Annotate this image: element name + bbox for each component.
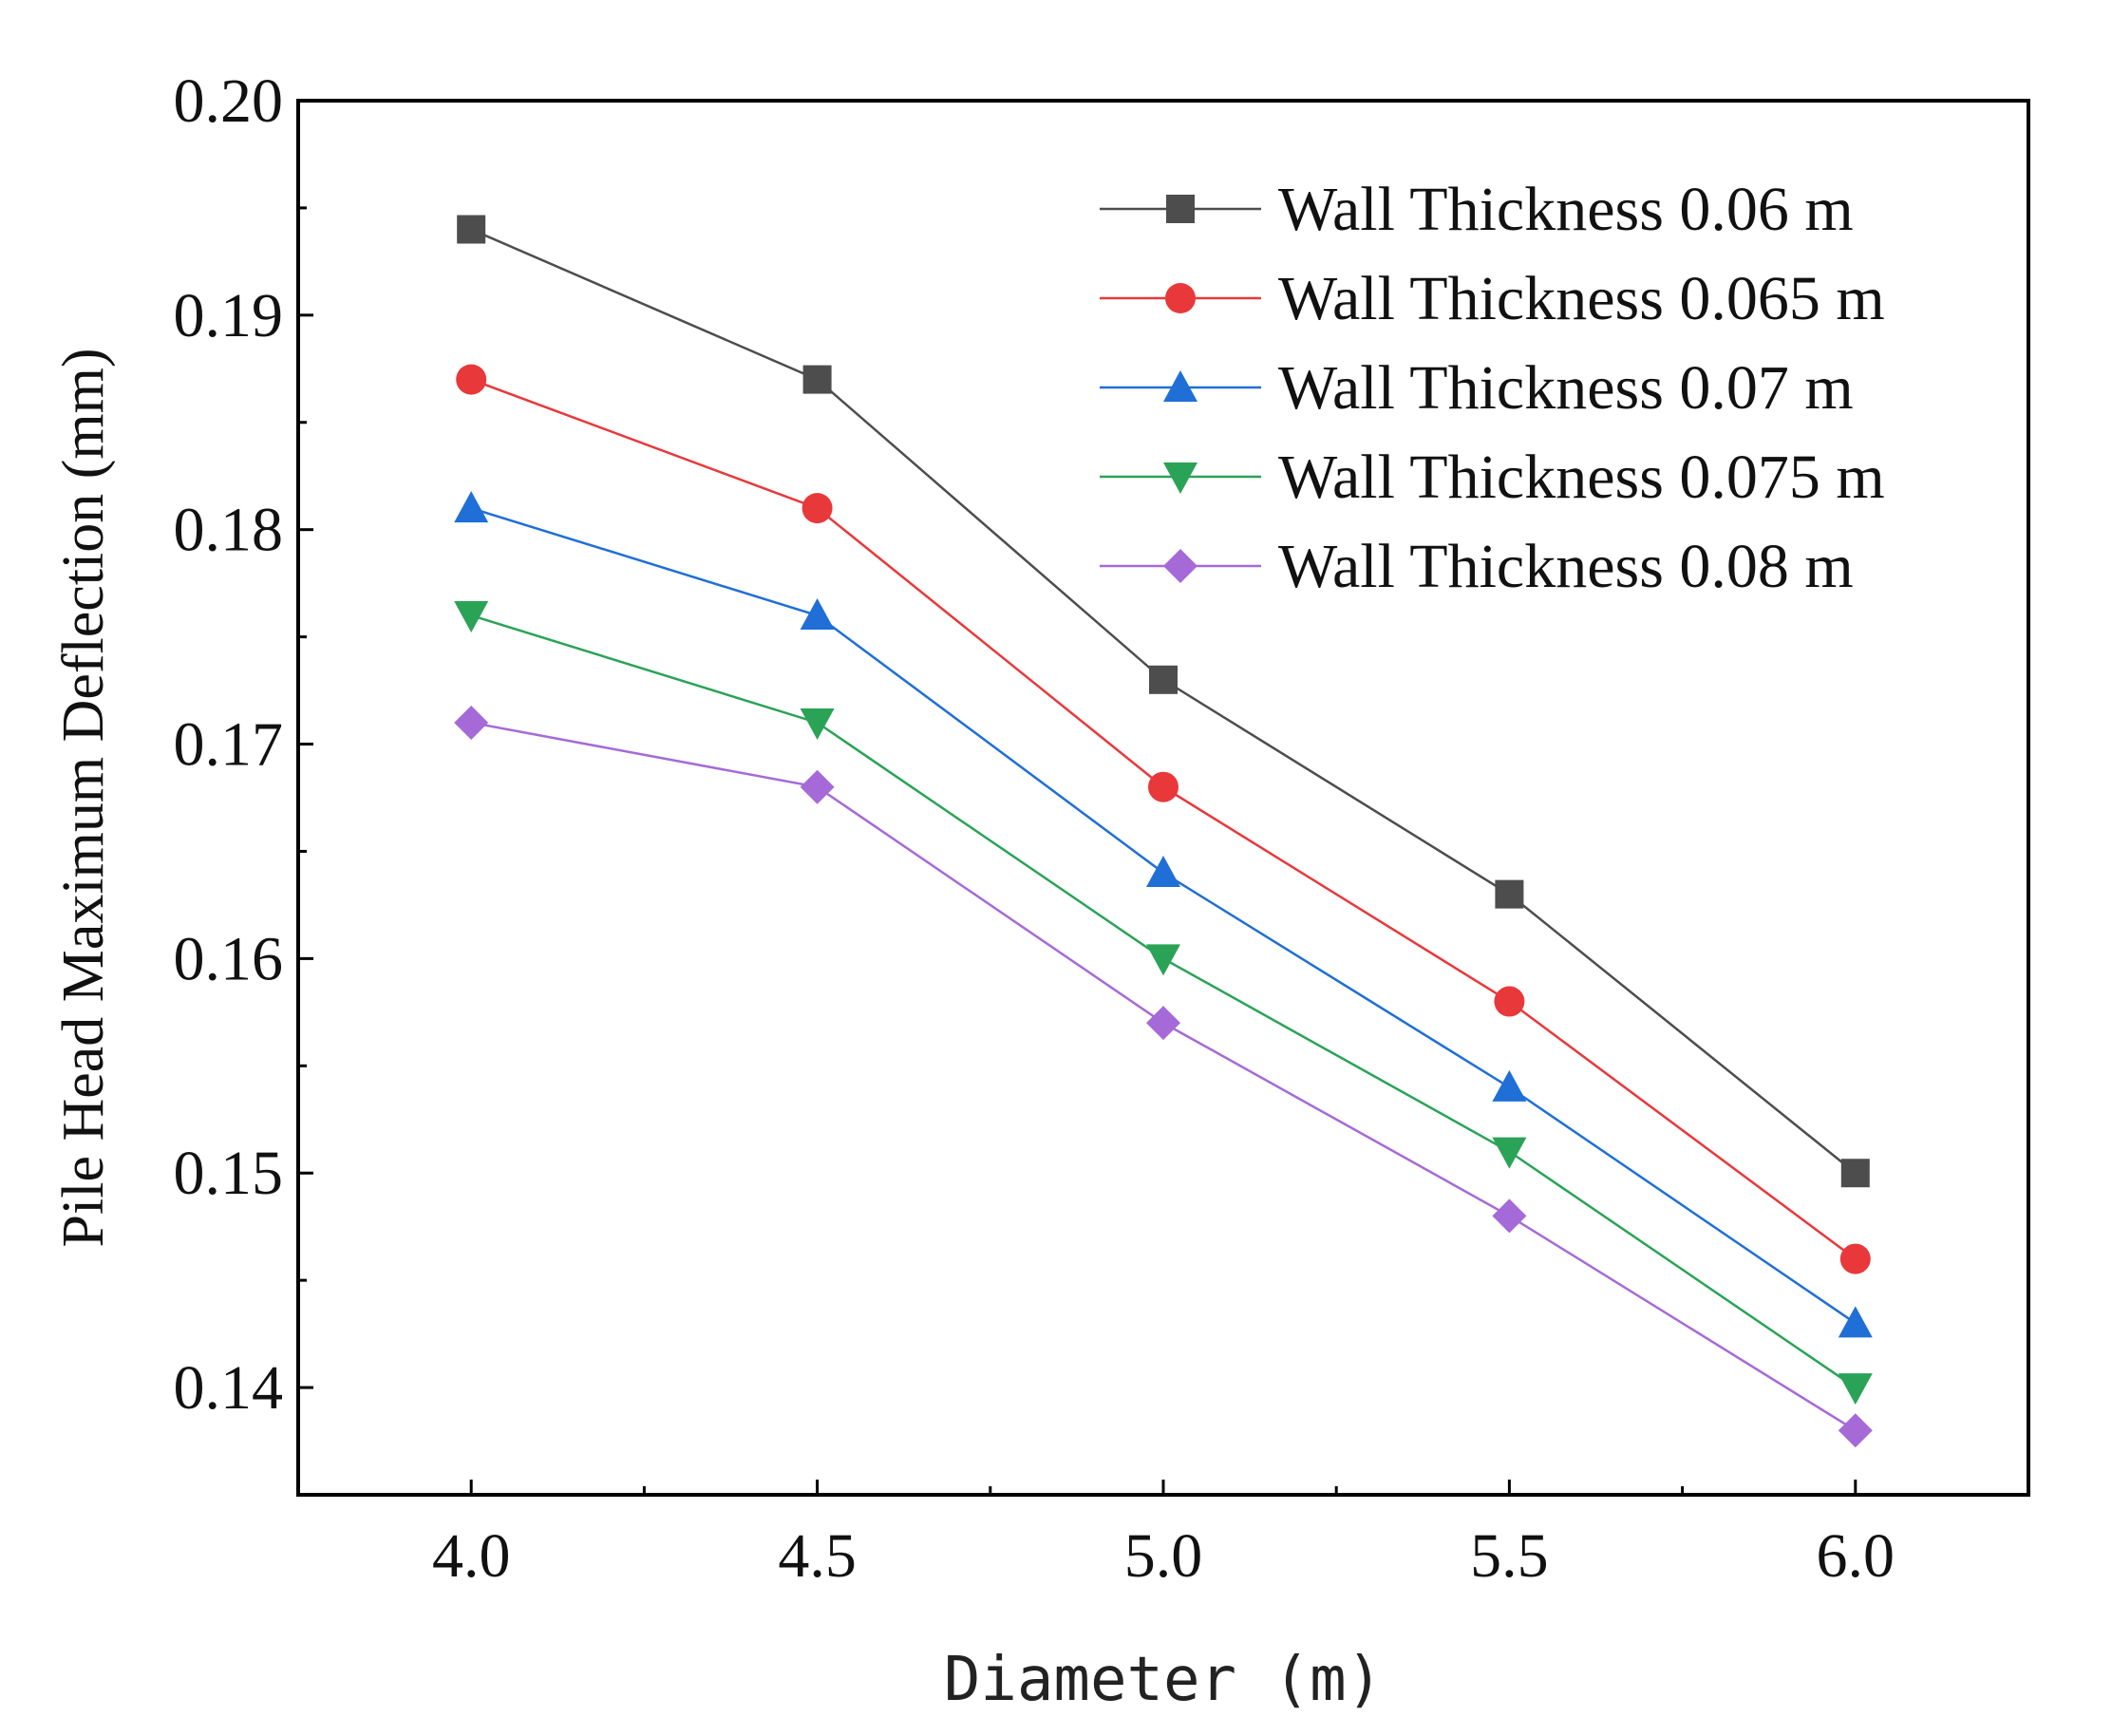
series-3 bbox=[454, 491, 1873, 1338]
legend-marker bbox=[1163, 549, 1197, 583]
data-point bbox=[1492, 1137, 1527, 1169]
y-tick-label: 0.20 bbox=[174, 66, 284, 136]
y-tick-label: 0.17 bbox=[174, 710, 284, 780]
y-tick-label: 0.14 bbox=[174, 1353, 284, 1423]
x-tick-label: 4.0 bbox=[432, 1521, 511, 1591]
data-point bbox=[802, 365, 832, 394]
y-tick-label: 0.16 bbox=[174, 924, 284, 993]
data-point bbox=[1146, 1006, 1180, 1041]
data-point bbox=[1494, 986, 1525, 1017]
data-point bbox=[801, 493, 833, 524]
data-point bbox=[1149, 665, 1178, 694]
legend-label: Wall Thickness 0.07 m bbox=[1278, 353, 1854, 423]
series-5 bbox=[454, 705, 1873, 1448]
data-point bbox=[454, 491, 489, 523]
data-point bbox=[800, 708, 835, 740]
legend-marker bbox=[1163, 462, 1197, 494]
legend-label: Wall Thickness 0.06 m bbox=[1278, 175, 1854, 244]
legend-label: Wall Thickness 0.08 m bbox=[1278, 532, 1854, 601]
data-point bbox=[800, 598, 835, 631]
series-layer bbox=[454, 215, 1873, 1448]
x-tick-label: 5.5 bbox=[1470, 1521, 1549, 1591]
y-tick-label: 0.15 bbox=[174, 1139, 284, 1208]
data-point bbox=[1146, 856, 1180, 888]
data-point bbox=[1838, 1373, 1873, 1406]
data-point bbox=[1838, 1306, 1873, 1338]
y-axis: 0.14 0.15 0.16 0.17 0.18 0.19 0.20 bbox=[174, 66, 313, 1423]
data-point bbox=[454, 705, 489, 740]
x-tick-label: 6.0 bbox=[1817, 1521, 1895, 1591]
data-point bbox=[1492, 1069, 1527, 1102]
x-axis-title: Diameter (m) bbox=[944, 1645, 1383, 1715]
legend-entry: Wall Thickness 0.08 m bbox=[1100, 532, 1854, 601]
y-tick-label: 0.19 bbox=[174, 281, 284, 350]
y-axis-title: Pile Head Maximum Deflection (mm) bbox=[51, 349, 116, 1248]
legend-marker bbox=[1166, 195, 1195, 223]
series-1 bbox=[457, 215, 1870, 1188]
legend-label: Wall Thickness 0.065 m bbox=[1278, 264, 1885, 333]
series-line bbox=[470, 721, 1857, 1432]
data-point bbox=[454, 601, 489, 633]
data-point bbox=[800, 769, 835, 804]
series-2 bbox=[456, 364, 1871, 1274]
legend-marker bbox=[1163, 370, 1197, 402]
data-point bbox=[1146, 944, 1180, 976]
data-point bbox=[1492, 1198, 1527, 1234]
series-4 bbox=[454, 601, 1873, 1406]
legend-entry: Wall Thickness 0.06 m bbox=[1100, 175, 1854, 244]
y-tick-label: 0.18 bbox=[174, 496, 284, 565]
series-line bbox=[470, 613, 1857, 1389]
data-point bbox=[1840, 1159, 1870, 1188]
legend-entry: Wall Thickness 0.07 m bbox=[1100, 353, 1854, 423]
legend-entry: Wall Thickness 0.075 m bbox=[1100, 443, 1885, 512]
legend-marker bbox=[1165, 283, 1196, 313]
data-point bbox=[1839, 1243, 1871, 1274]
data-point bbox=[1148, 771, 1179, 802]
x-tick-label: 5.0 bbox=[1124, 1521, 1203, 1591]
legend: Wall Thickness 0.06 m Wall Thickness 0.06… bbox=[1100, 175, 1885, 601]
x-tick-label: 4.5 bbox=[778, 1521, 857, 1591]
series-line bbox=[470, 506, 1857, 1325]
data-point bbox=[456, 364, 487, 395]
x-axis: 4.0 4.5 5.0 5.5 6.0 bbox=[432, 1480, 1895, 1591]
data-point bbox=[1838, 1413, 1873, 1448]
legend-entry: Wall Thickness 0.065 m bbox=[1100, 264, 1885, 333]
data-point bbox=[1495, 879, 1524, 909]
data-point bbox=[457, 215, 486, 244]
legend-label: Wall Thickness 0.075 m bbox=[1278, 443, 1885, 512]
